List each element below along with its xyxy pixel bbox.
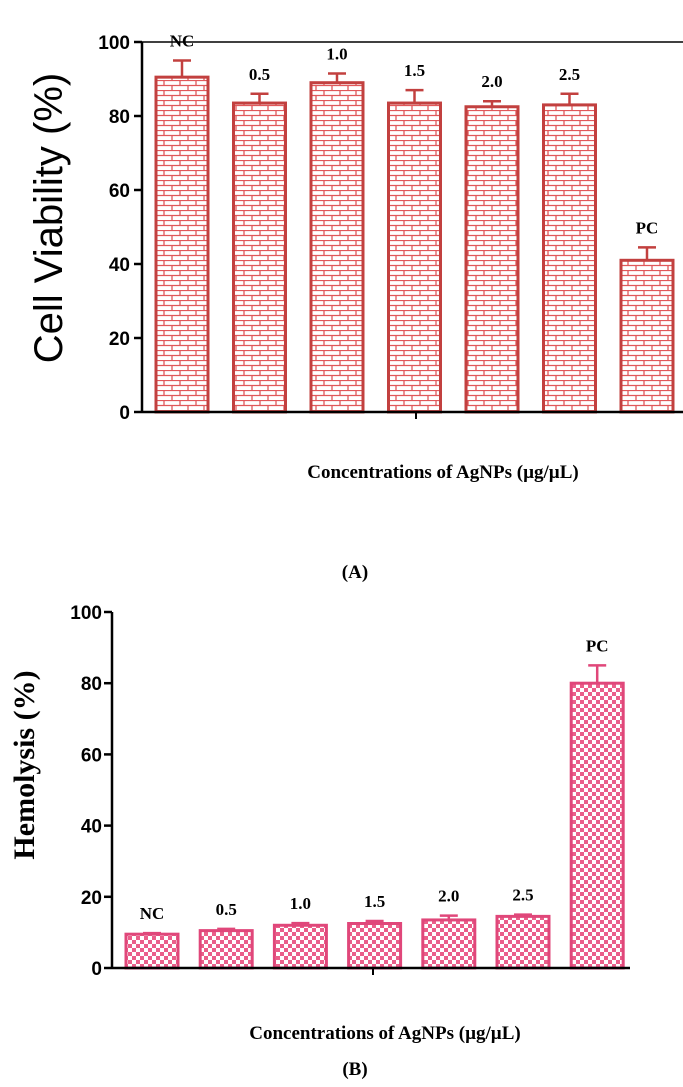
hemolysis-category-label: 1.5 xyxy=(364,892,385,911)
cell-viability-bar-2-5 xyxy=(542,103,597,414)
hemolysis-y-tick-label: 20 xyxy=(81,888,102,909)
cell-viability-bar-1-5 xyxy=(387,101,442,414)
cell-viability-category-label: PC xyxy=(636,218,659,237)
cell-viability-bar-nc xyxy=(154,75,210,414)
hemolysis-category-label: 2.5 xyxy=(512,886,533,905)
cell-viability-y-axis-label: Cell Viability (%) xyxy=(27,73,71,363)
hemolysis-chart: 0 20 40 60 80 100 NC 0.5 1.0 1.5 2.0 2.5 PC Hemolys… xyxy=(8,603,630,1080)
cell-viability-y-tick-label: 80 xyxy=(109,107,130,128)
hemolysis-x-axis-label: Concentrations of AgNPs (µg/µL) xyxy=(249,1023,521,1044)
cell-viability-category-label: 2.0 xyxy=(481,72,502,91)
hemolysis-y-tick-label: 0 xyxy=(91,959,102,980)
cell-viability-bar-pc xyxy=(619,258,675,414)
cell-viability-bar-0-5 xyxy=(232,101,287,414)
hemolysis-category-label: 1.0 xyxy=(290,894,311,913)
cell-viability-category-label: NC xyxy=(170,32,195,51)
cell-viability-y-tick-label: 60 xyxy=(109,181,130,202)
hemolysis-bar-pc xyxy=(569,681,625,970)
hemolysis-category-label: NC xyxy=(140,904,165,923)
hemolysis-bar-1-0 xyxy=(272,923,328,970)
hemolysis-bar-1-5 xyxy=(347,922,403,970)
cell-viability-category-label: 0.5 xyxy=(249,65,270,84)
figure-caption-b: (B) xyxy=(342,1059,367,1080)
cell-viability-y-tick-label: 20 xyxy=(109,329,130,350)
cell-viability-category-label: 1.5 xyxy=(404,61,425,80)
hemolysis-y-axis-label: Hemolysis (%) xyxy=(8,670,41,859)
hemolysis-category-label: PC xyxy=(586,636,609,655)
hemolysis-category-label: 2.0 xyxy=(438,887,459,906)
hemolysis-y-tick-label: 80 xyxy=(81,674,102,695)
hemolysis-bar-2-5 xyxy=(495,914,551,970)
hemolysis-y-tick-label: 40 xyxy=(81,817,102,838)
hemolysis-bar-nc xyxy=(124,932,180,970)
cell-viability-category-label: 1.0 xyxy=(326,44,347,63)
hemolysis-bar-2-0 xyxy=(421,918,477,970)
cell-viability-bar-2-0 xyxy=(464,105,520,414)
hemolysis-bar-0-5 xyxy=(198,929,254,970)
cell-viability-chart: 0 20 40 60 80 100 NC 0.5 1.0 1.5 2.0 2.5 PC Cell Vi… xyxy=(27,32,683,583)
figure-caption-a: (A) xyxy=(342,562,368,583)
cell-viability-category-label: 2.5 xyxy=(559,65,580,84)
cell-viability-bar-1-0 xyxy=(309,81,365,414)
cell-viability-y-tick-label: 0 xyxy=(119,403,130,424)
cell-viability-x-axis-label: Concentrations of AgNPs (µg/µL) xyxy=(307,462,579,483)
cell-viability-y-tick-label: 100 xyxy=(98,33,130,54)
hemolysis-y-tick-label: 100 xyxy=(70,603,102,624)
hemolysis-y-tick-label: 60 xyxy=(81,745,102,766)
hemolysis-category-label: 0.5 xyxy=(216,900,237,919)
cell-viability-y-tick-label: 40 xyxy=(109,255,130,276)
